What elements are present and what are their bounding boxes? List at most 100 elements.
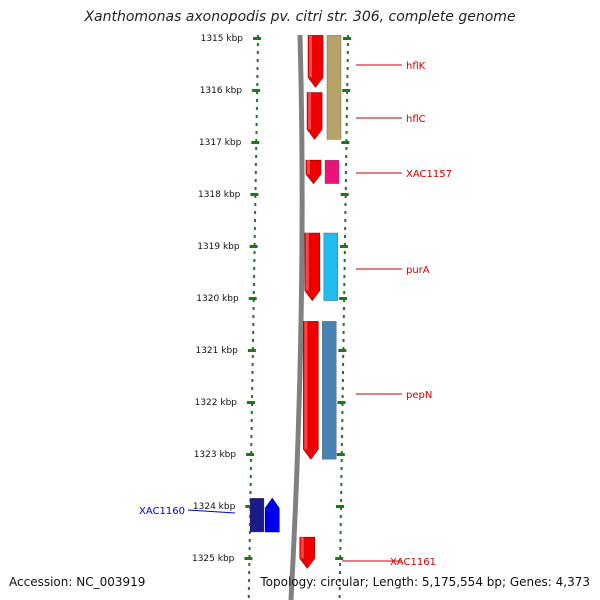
gene-label-xac1157[interactable]: XAC1157 (406, 169, 452, 180)
ruler-dot (342, 371, 344, 374)
cds-block[interactable] (322, 321, 337, 460)
ruler-label: 1316 kbp (200, 86, 243, 96)
ruler-dot (257, 35, 259, 38)
ruler-dot (339, 539, 342, 542)
ruler-dot (340, 475, 343, 478)
ruler-dot (253, 283, 255, 286)
ruler-dot (346, 91, 349, 94)
ruler-dot (343, 299, 346, 302)
ruler-dot (344, 219, 347, 222)
ruler-tick (251, 141, 260, 144)
ruler-dot (252, 323, 255, 326)
ruler-dot (248, 539, 251, 542)
ruler-tick (339, 297, 348, 300)
ruler-dot (339, 523, 342, 526)
ruler-dot (345, 139, 348, 142)
ruler-dot (343, 267, 346, 270)
ruler-dot (248, 579, 251, 582)
ruler-label: 1323 kbp (194, 450, 237, 460)
ruler-dot (248, 563, 251, 566)
ruler-dot (251, 387, 254, 390)
ruler-dot (254, 211, 257, 214)
ruler-dot (341, 395, 344, 398)
ruler-dot (343, 283, 346, 286)
leader-line (187, 509, 236, 514)
ruler-dot (341, 403, 344, 406)
gene-label-hflc[interactable]: hflC (406, 114, 426, 125)
ruler-dot (341, 419, 344, 422)
ruler-tick (341, 141, 350, 144)
accession-text: Accession: NC_003919 (9, 575, 146, 589)
ruler-dot (254, 203, 257, 206)
ruler-dot (342, 339, 345, 342)
cds-block[interactable] (324, 159, 340, 184)
ruler-label: 1315 kbp (201, 34, 244, 44)
ruler-dot (255, 123, 258, 126)
ruler-dot (251, 395, 254, 398)
ruler-dot (250, 427, 253, 430)
cds-block[interactable] (326, 35, 342, 140)
ruler-dot (250, 419, 253, 422)
ruler-dot (339, 571, 341, 574)
ruler-dot (250, 451, 253, 454)
ruler-labels: 1315 kbp 1316 kbp 1317 kbp 1318 kbp 1319 kbp… (192, 34, 243, 564)
label-leader-lines (187, 64, 402, 562)
ruler-dot (250, 459, 253, 462)
gene-label-xac1160[interactable]: XAC1160 (139, 506, 185, 517)
ruler-tick (252, 89, 261, 92)
ruler-dot (341, 411, 344, 414)
genome-title: Xanthomonas axonopodis pv. citri str. 30… (84, 9, 516, 25)
ruler-dot (253, 275, 256, 278)
ruler-right-dots (338, 35, 349, 598)
ruler-dot (253, 251, 256, 254)
ruler-dot (346, 67, 349, 70)
gene-xac1160-arrow[interactable] (264, 497, 280, 533)
ruler-dot (343, 259, 346, 262)
gene-label-hflk[interactable]: hflK (406, 61, 426, 72)
ruler-dot (346, 99, 349, 102)
ruler-dot (256, 99, 258, 102)
ruler-dot (339, 563, 342, 566)
ruler-dot (256, 91, 259, 94)
ruler-dot (338, 579, 341, 582)
gene-label-xac1161[interactable]: XAC1161 (390, 557, 436, 568)
gene-hflc-arrow-shade (308, 92, 312, 130)
ruler-dot (252, 307, 255, 310)
cds-block[interactable] (249, 498, 265, 533)
ruler-dot (342, 323, 345, 326)
ruler-tick (244, 557, 253, 560)
ruler-dot (342, 347, 345, 350)
ruler-dot (340, 483, 343, 486)
ruler-tick (342, 89, 351, 92)
ruler-tick (340, 193, 349, 196)
ruler-dot (339, 555, 342, 558)
cds-block[interactable] (323, 232, 338, 301)
ruler-dot (251, 403, 253, 406)
ruler-dot (253, 235, 256, 238)
ruler-dot (340, 443, 343, 446)
gene-label-pepn[interactable]: pepN (406, 390, 432, 401)
ruler-dot (249, 467, 252, 470)
ruler-dot (256, 83, 259, 86)
gene-labels[interactable]: hflK hflC XAC1157 purA pepN XAC1160 XAC1161 (139, 61, 452, 568)
ruler-dot (256, 67, 259, 70)
ruler-dot (256, 59, 259, 62)
gene-features[interactable] (249, 35, 342, 569)
ruler-tick (338, 349, 347, 352)
gene-label-pura[interactable]: purA (406, 265, 430, 276)
ruler-tick (245, 505, 254, 508)
ruler-dot (249, 491, 252, 494)
ruler-dot (251, 347, 254, 350)
ruler-tick (339, 245, 348, 248)
ruler-dot (255, 155, 258, 158)
ruler-dot (251, 363, 254, 366)
ruler-dot (251, 355, 254, 358)
ruler-tick (247, 401, 255, 404)
ruler-dot (340, 499, 343, 502)
ruler-tick (247, 349, 256, 352)
gene-pepn-arrow-shade (304, 321, 308, 450)
ruler-dot (255, 107, 258, 110)
gene-xac1161-arrow-shade (300, 537, 304, 559)
ruler-dot (341, 387, 344, 390)
